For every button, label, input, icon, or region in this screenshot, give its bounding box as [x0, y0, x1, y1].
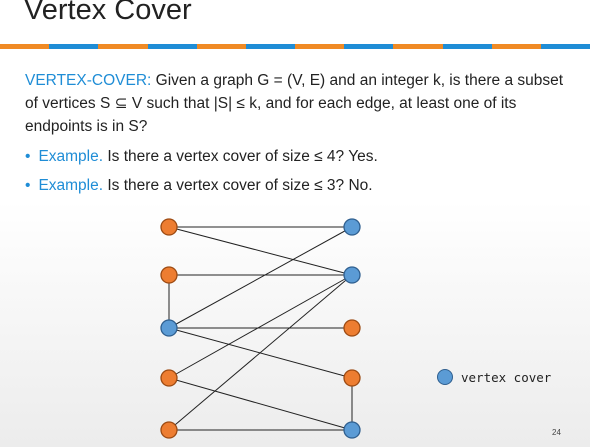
accent-bar-segment — [295, 44, 345, 49]
graph-edge — [168, 274, 353, 379]
slide-title: Vertex Cover — [24, 0, 192, 26]
bullet-marker: • — [25, 177, 31, 194]
example-text: Is there a vertex cover of size ≤ 4? Yes… — [103, 148, 378, 165]
graph-edge — [168, 226, 353, 276]
accent-bar-segment — [442, 44, 492, 49]
accent-bar-segment — [98, 44, 148, 49]
vertex-cover-legend-icon — [437, 369, 453, 385]
graph-edge — [168, 226, 353, 329]
graph-edge — [168, 377, 353, 431]
legend: vertex cover — [437, 369, 551, 385]
example-keyword: Example. — [38, 177, 104, 194]
accent-bar — [0, 44, 590, 49]
definition-body: Given a graph G = (V, E) and an integer … — [25, 72, 564, 135]
example-text: Is there a vertex cover of size ≤ 3? No. — [103, 177, 373, 194]
accent-bar-segment — [393, 44, 443, 49]
vertex-cover-node — [343, 266, 361, 284]
definition-text: VERTEX-COVER: Given a graph G = (V, E) a… — [25, 69, 570, 138]
example-bullet-2: • Example. Is there a vertex cover of siz… — [25, 177, 373, 195]
graph-node — [160, 266, 178, 284]
graph-node — [160, 421, 178, 439]
graph-node — [343, 369, 361, 387]
graph-edge — [168, 274, 353, 431]
legend-label: vertex cover — [461, 369, 552, 385]
graph-node — [343, 319, 361, 337]
accent-bar-segment — [344, 44, 394, 49]
accent-bar-segment — [540, 44, 590, 49]
graph-node — [160, 218, 178, 236]
vertex-cover-node — [343, 421, 361, 439]
bullet-marker: • — [25, 148, 31, 165]
accent-bar-segment — [0, 44, 50, 49]
example-bullet-1: • Example. Is there a vertex cover of siz… — [25, 148, 378, 166]
accent-bar-segment — [196, 44, 246, 49]
accent-bar-segment — [147, 44, 197, 49]
accent-bar-segment — [491, 44, 541, 49]
vertex-cover-node — [160, 319, 178, 337]
accent-bar-segment — [245, 44, 296, 49]
page-number: 24 — [552, 428, 561, 437]
example-keyword: Example. — [38, 148, 104, 165]
accent-bar-segment — [49, 44, 99, 49]
graph-node — [160, 369, 178, 387]
definition-keyword: VERTEX-COVER: — [25, 72, 152, 89]
vertex-cover-node — [343, 218, 361, 236]
